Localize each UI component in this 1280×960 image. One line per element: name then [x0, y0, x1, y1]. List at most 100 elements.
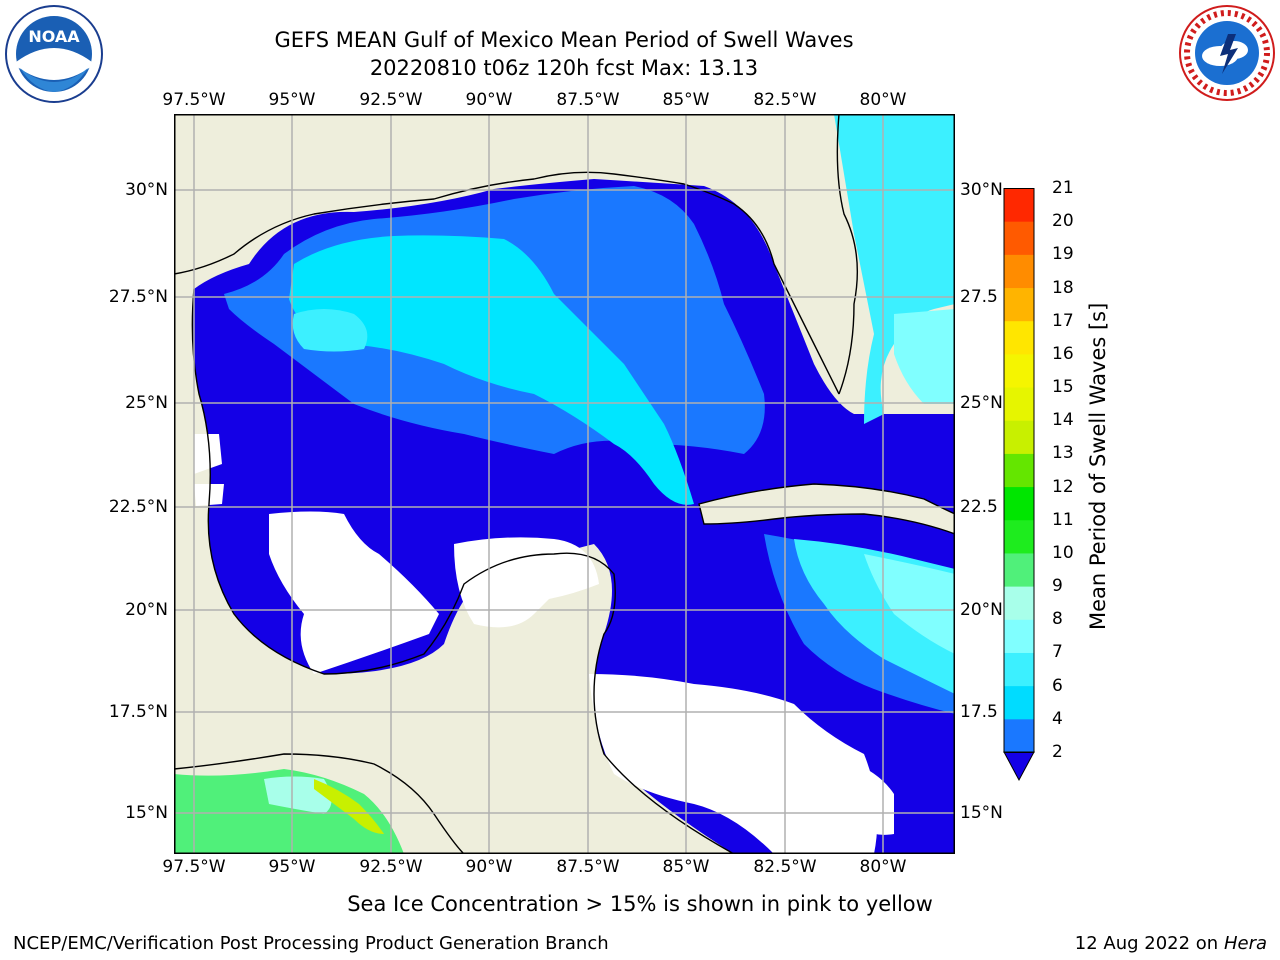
- date-text: 12 Aug 2022 on Hera: [1075, 933, 1267, 955]
- lon-label-bottom: 80°W: [859, 857, 907, 877]
- colorbar-tick-label: 20: [1052, 211, 1074, 232]
- colorbar-tick-label: 17: [1052, 310, 1074, 331]
- colorbar-tick-label: 19: [1052, 244, 1074, 265]
- coastline-central-america: [174, 753, 465, 854]
- colorbar-tick-label: 15: [1052, 377, 1074, 398]
- colorbar-tick-label: 2: [1052, 742, 1063, 762]
- colorbar-tick-label: 21: [1052, 178, 1074, 198]
- colorbar-tick-label: 13: [1052, 443, 1074, 464]
- colorbar-segment: [1004, 552, 1034, 587]
- colorbar-segment: [1004, 320, 1034, 355]
- colorbar-segment: [1004, 486, 1034, 521]
- nws-logo: [1178, 4, 1276, 102]
- machine-name: Hera: [1223, 933, 1267, 954]
- coastline-gulf: [174, 171, 840, 395]
- lon-label-bottom: 95°W: [268, 857, 316, 877]
- no-data-patch: [269, 511, 439, 674]
- caribbean-wave-band-light: [864, 554, 955, 654]
- lat-label-left: 25°N: [125, 393, 168, 413]
- colorbar-tick-label: 10: [1052, 542, 1074, 563]
- lon-label-bottom: 90°W: [465, 857, 513, 877]
- lat-label-left: 27.5°N: [108, 287, 168, 307]
- colorbar-segment: [1004, 652, 1034, 687]
- map-svg: [174, 114, 955, 854]
- colorbar-segment: [1004, 718, 1034, 753]
- colorbar-segment: [1004, 519, 1034, 554]
- colorbar-tick-label: 7: [1052, 642, 1063, 663]
- chart-subtitle: 20220810 t06z 120h fcst Max: 13.13: [369, 56, 759, 80]
- lat-label-right: 25°N: [960, 393, 1003, 413]
- colorbar-segment: [1004, 685, 1034, 720]
- lat-label-left: 15°N: [125, 803, 168, 823]
- lon-label-top: 87.5°W: [556, 90, 620, 110]
- colorbar-segment: [1004, 619, 1034, 653]
- map-panel: [174, 114, 955, 854]
- lon-label-bottom: 82.5°W: [753, 857, 817, 877]
- lat-label-right: 27.5: [960, 287, 998, 307]
- colorbar-segment: [1004, 287, 1034, 322]
- colorbar-segment: [1004, 586, 1034, 620]
- lon-label-bottom: 92.5°W: [359, 857, 423, 877]
- colorbar-tick-label: 16: [1052, 343, 1074, 364]
- map-grid: [174, 114, 955, 854]
- pacific-wave-band: [174, 769, 404, 854]
- lat-label-right: 30°N: [960, 180, 1003, 200]
- colorbar-segment: [1004, 453, 1034, 488]
- atlantic-wave-band: [834, 114, 955, 424]
- colorbar-tick-label: 11: [1052, 509, 1074, 530]
- lat-label-right: 17.5: [960, 702, 998, 722]
- colorbar-segment: [1004, 387, 1034, 421]
- colorbar-tick-label: 12: [1052, 476, 1074, 497]
- colorbar-tick-label: 4: [1052, 708, 1063, 729]
- no-data-patch: [194, 434, 222, 474]
- lon-label-bottom: 87.5°W: [556, 857, 620, 877]
- coastline-florida: [836, 114, 858, 395]
- colorbar-segment: [1004, 221, 1034, 255]
- lon-label-top: 90°W: [465, 90, 513, 110]
- chart-title: GEFS MEAN Gulf of Mexico Mean Period of …: [274, 28, 854, 52]
- colorbar-segment: [1004, 254, 1034, 289]
- lat-label-left: 22.5°N: [108, 497, 168, 517]
- lon-label-top: 80°W: [859, 90, 907, 110]
- atlantic-wave-band-light: [894, 309, 955, 404]
- colorbar-tick-label: 9: [1052, 576, 1063, 597]
- colorbar-frame: [1003, 188, 1035, 753]
- lon-label-top: 95°W: [268, 90, 316, 110]
- colorbar-label: Mean Period of Swell Waves [s]: [1086, 302, 1110, 630]
- no-data-patch: [824, 754, 894, 835]
- coastline-cuba: [698, 483, 955, 535]
- map-frame: [174, 114, 955, 854]
- no-data-patch: [454, 537, 599, 628]
- lon-label-top: 85°W: [662, 90, 710, 110]
- colorbar-segment: [1004, 353, 1034, 388]
- coastline-mexico: [191, 288, 735, 854]
- svg-text:NOAA: NOAA: [28, 27, 80, 46]
- noaa-logo: NOAA: [4, 4, 104, 104]
- wave-band-light-cyan: [292, 309, 368, 352]
- colorbar-tick-label: 14: [1052, 410, 1074, 431]
- date-value: 12 Aug 2022 on: [1074, 933, 1219, 954]
- colorbar-tick-label: 18: [1052, 277, 1074, 298]
- lon-label-top: 92.5°W: [359, 90, 423, 110]
- lon-label-bottom: 85°W: [662, 857, 710, 877]
- lon-label-top: 82.5°W: [753, 90, 817, 110]
- colorbar: [1002, 188, 1036, 782]
- lat-label-right: 20°N: [960, 600, 1003, 620]
- lat-label-right: 22.5: [960, 497, 998, 517]
- sea-ice-note: Sea Ice Concentration > 15% is shown in …: [347, 892, 933, 916]
- no-data-patch: [589, 674, 878, 854]
- colorbar-svg: [1003, 188, 1035, 782]
- colorbar-segment: [1004, 420, 1034, 454]
- lat-label-left: 30°N: [125, 180, 168, 200]
- lat-label-left: 17.5°N: [108, 702, 168, 722]
- colorbar-tick-label: 6: [1052, 675, 1063, 696]
- lat-label-left: 20°N: [125, 600, 168, 620]
- credit-text: NCEP/EMC/Verification Post Processing Pr…: [13, 933, 609, 954]
- colorbar-segment: [1004, 188, 1034, 222]
- lon-label-top: 97.5°W: [162, 90, 226, 110]
- pacific-wave-band-yellow: [314, 779, 384, 834]
- colorbar-tick-label: 8: [1052, 609, 1063, 630]
- lat-label-right: 15°N: [960, 803, 1003, 823]
- lon-label-bottom: 97.5°W: [162, 857, 226, 877]
- colorbar-extend: [1003, 751, 1035, 782]
